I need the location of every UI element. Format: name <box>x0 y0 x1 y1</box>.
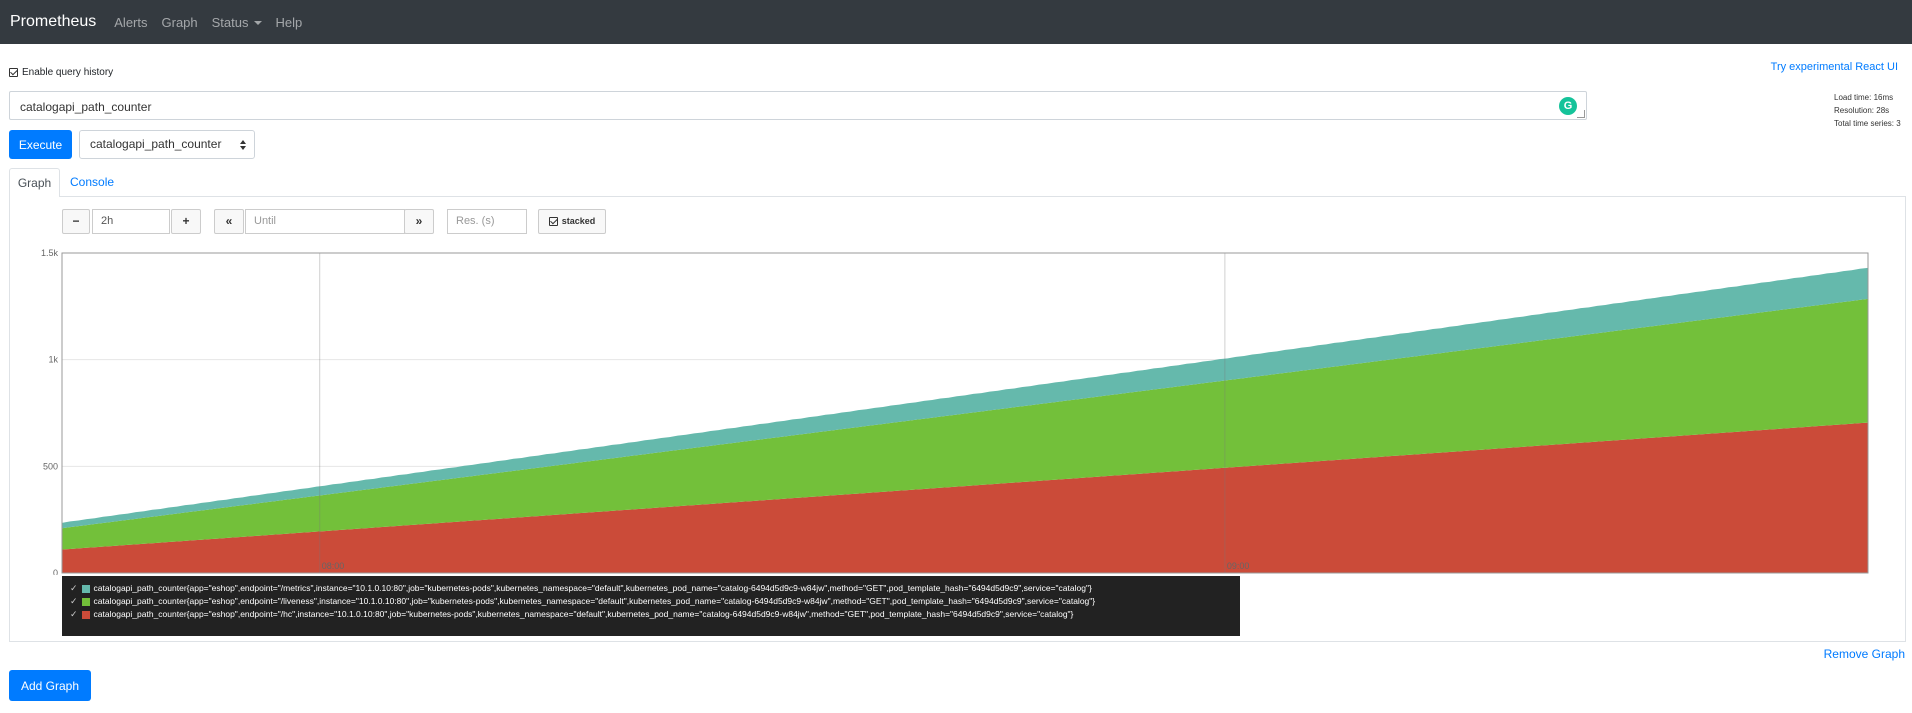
resize-handle[interactable] <box>1577 110 1585 118</box>
caret-down-icon <box>253 21 262 26</box>
legend-label: catalogapi_path_counter{app="eshop",endp… <box>93 583 1092 593</box>
tab-console[interactable]: Console <box>70 175 115 189</box>
graph-chart[interactable]: 08:00 09:00 0 500 1k 1.5k <box>20 245 1870 575</box>
total-time-series: Total time series: 3 <box>1834 119 1901 128</box>
step-back-button[interactable]: « <box>214 209 244 234</box>
nav-help[interactable]: Help <box>275 14 303 30</box>
step-forward-button[interactable]: » <box>404 209 434 234</box>
x-tick-label: 09:00 <box>1227 561 1250 571</box>
y-tick-label: 1.5k <box>41 248 59 258</box>
stacked-toggle-button[interactable]: stacked <box>538 209 606 234</box>
x-tick-label: 08:00 <box>322 561 345 571</box>
y-tick-label: 0 <box>53 568 58 575</box>
legend-item[interactable]: ✓ catalogapi_path_counter{app="eshop",end… <box>70 608 1240 621</box>
legend-check-icon: ✓ <box>70 596 78 606</box>
load-time: Load time: 16ms <box>1834 93 1894 102</box>
stacked-label: stacked <box>561 216 596 226</box>
legend-label: catalogapi_path_counter{app="eshop",endp… <box>93 596 1096 606</box>
resolution: Resolution: 28s <box>1834 106 1890 115</box>
nav-graph[interactable]: Graph <box>161 14 198 30</box>
range-input[interactable]: 2h <box>92 209 170 234</box>
navbar: Prometheus Alerts Graph Status Help <box>0 0 1912 44</box>
resolution-input[interactable]: Res. (s) <box>447 209 527 234</box>
enable-query-history-label: Enable query history <box>22 67 114 78</box>
series-area <box>62 267 1868 529</box>
grammarly-icon[interactable]: G <box>1559 97 1577 115</box>
legend-swatch <box>81 597 90 606</box>
legend-swatch <box>81 584 90 593</box>
legend-item[interactable]: ✓ catalogapi_path_counter{app="eshop",end… <box>70 595 1240 608</box>
decrease-range-button[interactable]: − <box>62 209 90 234</box>
add-graph-button[interactable]: Add Graph <box>9 670 91 701</box>
legend-check-icon: ✓ <box>70 583 78 593</box>
query-stats: Load time: 16ms Resolution: 28s Total ti… <box>1834 91 1901 130</box>
graph-legend: ✓ catalogapi_path_counter{app="eshop",end… <box>62 576 1240 636</box>
remove-graph-link[interactable]: Remove Graph <box>1823 647 1905 661</box>
y-tick-label: 500 <box>43 461 58 471</box>
metric-select-value: catalogapi_path_counter <box>90 137 222 151</box>
legend-swatch <box>81 610 90 619</box>
execute-button[interactable]: Execute <box>9 130 72 159</box>
series-area <box>62 298 1868 550</box>
brand-logo[interactable]: Prometheus <box>10 13 97 30</box>
series-area <box>62 422 1868 573</box>
legend-label: catalogapi_path_counter{app="eshop",endp… <box>93 609 1074 619</box>
select-updown-icon <box>240 140 246 150</box>
checkbox-checked-icon <box>548 217 558 226</box>
increase-range-button[interactable]: + <box>171 209 201 234</box>
until-input[interactable]: Until <box>245 209 405 234</box>
tab-graph[interactable]: Graph <box>9 168 60 197</box>
enable-query-history-toggle[interactable]: Enable query history <box>9 67 113 78</box>
checkbox-checked-icon <box>9 68 18 77</box>
expression-input[interactable]: catalogapi_path_counter G <box>9 91 1587 120</box>
legend-check-icon: ✓ <box>70 609 78 619</box>
plot-border <box>61 252 1869 574</box>
y-tick-label: 1k <box>48 355 58 365</box>
nav-status-label: Status <box>211 14 249 30</box>
try-react-ui-link[interactable]: Try experimental React UI <box>1770 61 1898 73</box>
nav-alerts[interactable]: Alerts <box>114 14 148 30</box>
legend-item[interactable]: ✓ catalogapi_path_counter{app="eshop",end… <box>70 582 1240 595</box>
nav-status-dropdown[interactable]: Status <box>212 15 262 30</box>
expression-input-value: catalogapi_path_counter <box>20 100 152 114</box>
metric-select[interactable]: catalogapi_path_counter <box>79 130 255 159</box>
